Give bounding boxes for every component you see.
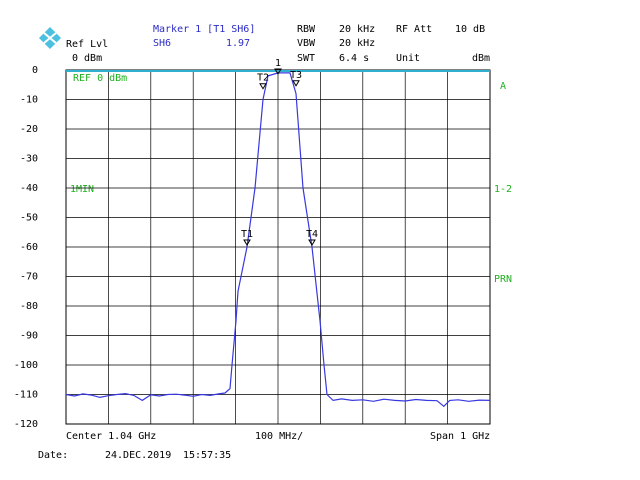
marker-label: T4 [306, 229, 318, 240]
swt-label: SWT [297, 53, 315, 64]
center-freq: Center 1.04 GHz [66, 431, 156, 442]
y-tick-label: -40 [20, 183, 38, 194]
freq-per-div: 100 MHz/ [255, 431, 303, 442]
span: Span 1 GHz [430, 431, 490, 442]
ref-label: REF 0 dBm [73, 73, 127, 84]
y-tick-label: -100 [14, 360, 38, 371]
marker-info: Marker 1 [T1 SH6] [153, 24, 255, 35]
y-tick-label: -80 [20, 301, 38, 312]
marker-label: T2 [257, 73, 269, 84]
marker-label: T1 [241, 229, 253, 240]
side-label: 1MIN [70, 184, 94, 195]
logo [39, 27, 61, 49]
y-tick-label: 0 [32, 65, 38, 76]
marker-label: 1 [275, 58, 281, 69]
side-label: 1-2 [494, 184, 512, 195]
swt-value: 6.4 s [339, 53, 369, 64]
side-label: PRN [494, 274, 512, 285]
marker [308, 239, 316, 247]
date-label: Date: [38, 450, 68, 461]
time: 15:57:35 [183, 450, 231, 461]
rf-att-value: 10 dB [455, 24, 485, 35]
unit-label: Unit [396, 53, 420, 64]
y-tick-label: -70 [20, 272, 38, 283]
marker [243, 239, 251, 247]
marker-trace: SH6 [153, 38, 171, 49]
trace [65, 72, 491, 408]
y-tick-label: -10 [20, 95, 38, 106]
y-tick-label: -60 [20, 242, 38, 253]
y-tick-label: -120 [14, 419, 38, 430]
vbw-label: VBW [297, 38, 316, 49]
marker [292, 80, 300, 87]
vbw-value: 20 kHz [339, 38, 375, 49]
marker-label: T3 [290, 70, 302, 81]
ref-lvl-label: Ref Lvl [66, 39, 108, 50]
y-tick-label: -90 [20, 331, 38, 342]
rbw-label: RBW [297, 24, 316, 35]
unit-value: dBm [472, 53, 490, 64]
side-label: A [500, 81, 506, 92]
y-tick-label: -20 [20, 124, 38, 135]
y-tick-label: -30 [20, 154, 38, 165]
date: 24.DEC.2019 [105, 450, 171, 461]
ref-lvl-value: 0 dBm [72, 53, 102, 64]
rbw-value: 20 kHz [339, 24, 375, 35]
rf-att-label: RF Att [396, 24, 432, 35]
marker [274, 68, 282, 75]
marker-value: 1.97 [226, 38, 250, 49]
y-tick-label: -110 [14, 390, 38, 401]
y-tick-label: -50 [20, 213, 38, 224]
marker [259, 83, 267, 90]
